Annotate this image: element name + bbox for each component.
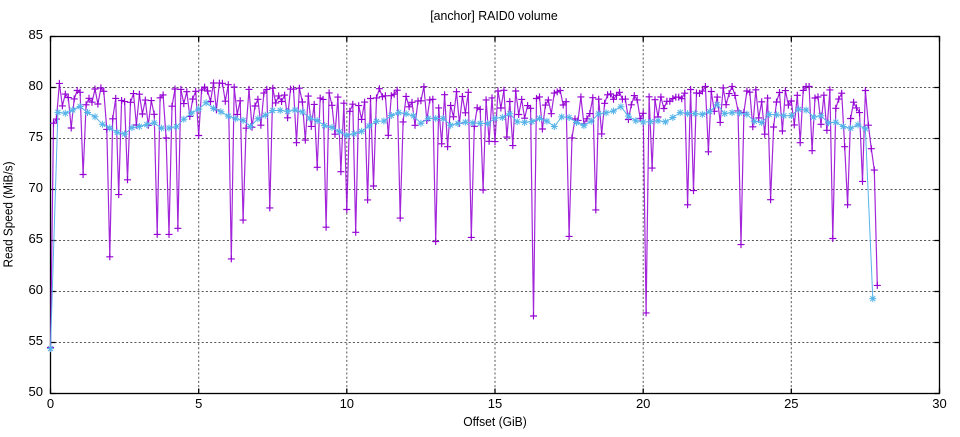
svg-text:20: 20 [636, 396, 650, 411]
svg-text:50: 50 [29, 384, 43, 399]
svg-text:15: 15 [488, 396, 502, 411]
svg-text:75: 75 [29, 129, 43, 144]
svg-text:70: 70 [29, 180, 43, 195]
svg-text:0: 0 [47, 396, 54, 411]
svg-text:30: 30 [932, 396, 946, 411]
svg-text:25: 25 [784, 396, 798, 411]
svg-text:55: 55 [29, 333, 43, 348]
svg-text:10: 10 [340, 396, 354, 411]
svg-text:80: 80 [29, 78, 43, 93]
svg-text:65: 65 [29, 231, 43, 246]
svg-text:Offset (GiB): Offset (GiB) [463, 414, 527, 429]
svg-text:Read Speed (MiB/s): Read Speed (MiB/s) [1, 162, 16, 268]
svg-text:5: 5 [195, 396, 202, 411]
svg-text:60: 60 [29, 282, 43, 297]
svg-text:85: 85 [29, 27, 43, 42]
svg-text:[anchor] RAID0 volume: [anchor] RAID0 volume [430, 8, 558, 23]
